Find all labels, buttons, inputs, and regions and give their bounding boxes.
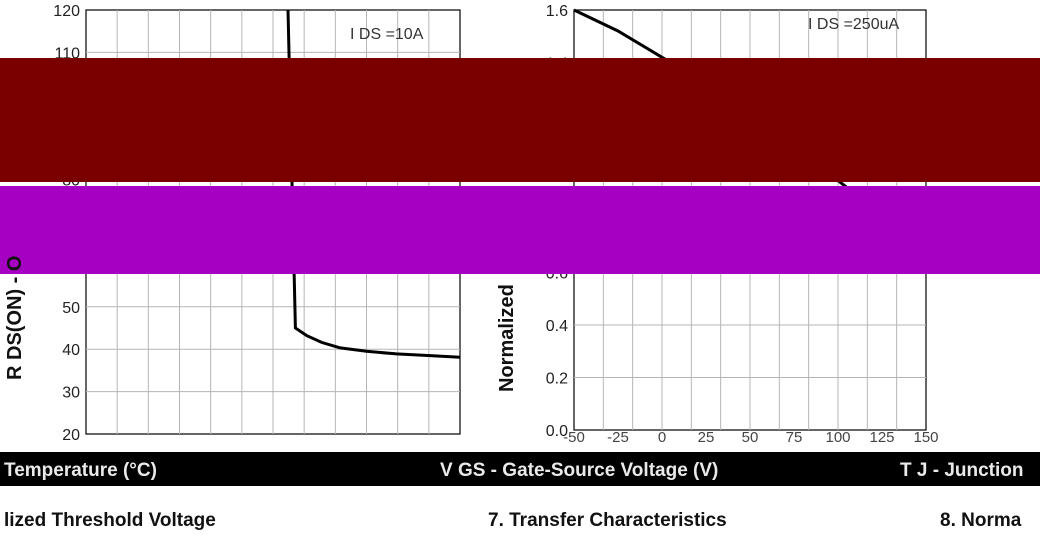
chart1-ylabel: R DS(ON) - O [4, 256, 27, 380]
y-tick-label: 0.2 [546, 371, 568, 388]
y-tick-label: 40 [62, 342, 80, 359]
x-tick-label: -25 [607, 429, 629, 446]
caption-norma: 8. Norma [940, 510, 1021, 532]
y-tick-label: 1.6 [546, 3, 568, 20]
caption-temperature: Temperature (°C) [4, 460, 157, 482]
x-tick-label: 50 [742, 429, 759, 446]
caption-threshold: lized Threshold Voltage [4, 510, 216, 532]
y-tick-label: 120 [53, 3, 80, 20]
x-tick-label: 100 [825, 429, 850, 446]
caption-junction: T J - Junction [900, 460, 1024, 482]
y-tick-label: 0.4 [546, 318, 568, 335]
x-tick-label: 25 [698, 429, 715, 446]
y-tick-label: 20 [62, 427, 80, 444]
chart2-annotation: I DS =250uA [808, 16, 899, 34]
caption-transfer: 7. Transfer Characteristics [488, 510, 727, 532]
chart2-ylabel: Normalized [496, 284, 519, 392]
magenta-band [0, 186, 1040, 274]
x-tick-label: -50 [563, 429, 585, 446]
x-tick-label: 150 [913, 429, 938, 446]
x-tick-label: 75 [786, 429, 803, 446]
caption-gate-source: V GS - Gate-Source Voltage (V) [440, 460, 718, 482]
chart1-annotation: I DS =10A [350, 26, 423, 44]
dark-red-band [0, 58, 1040, 182]
x-tick-label: 0 [658, 429, 666, 446]
x-tick-label: 125 [869, 429, 894, 446]
y-tick-label: 50 [62, 300, 80, 317]
y-tick-label: 30 [62, 385, 80, 402]
